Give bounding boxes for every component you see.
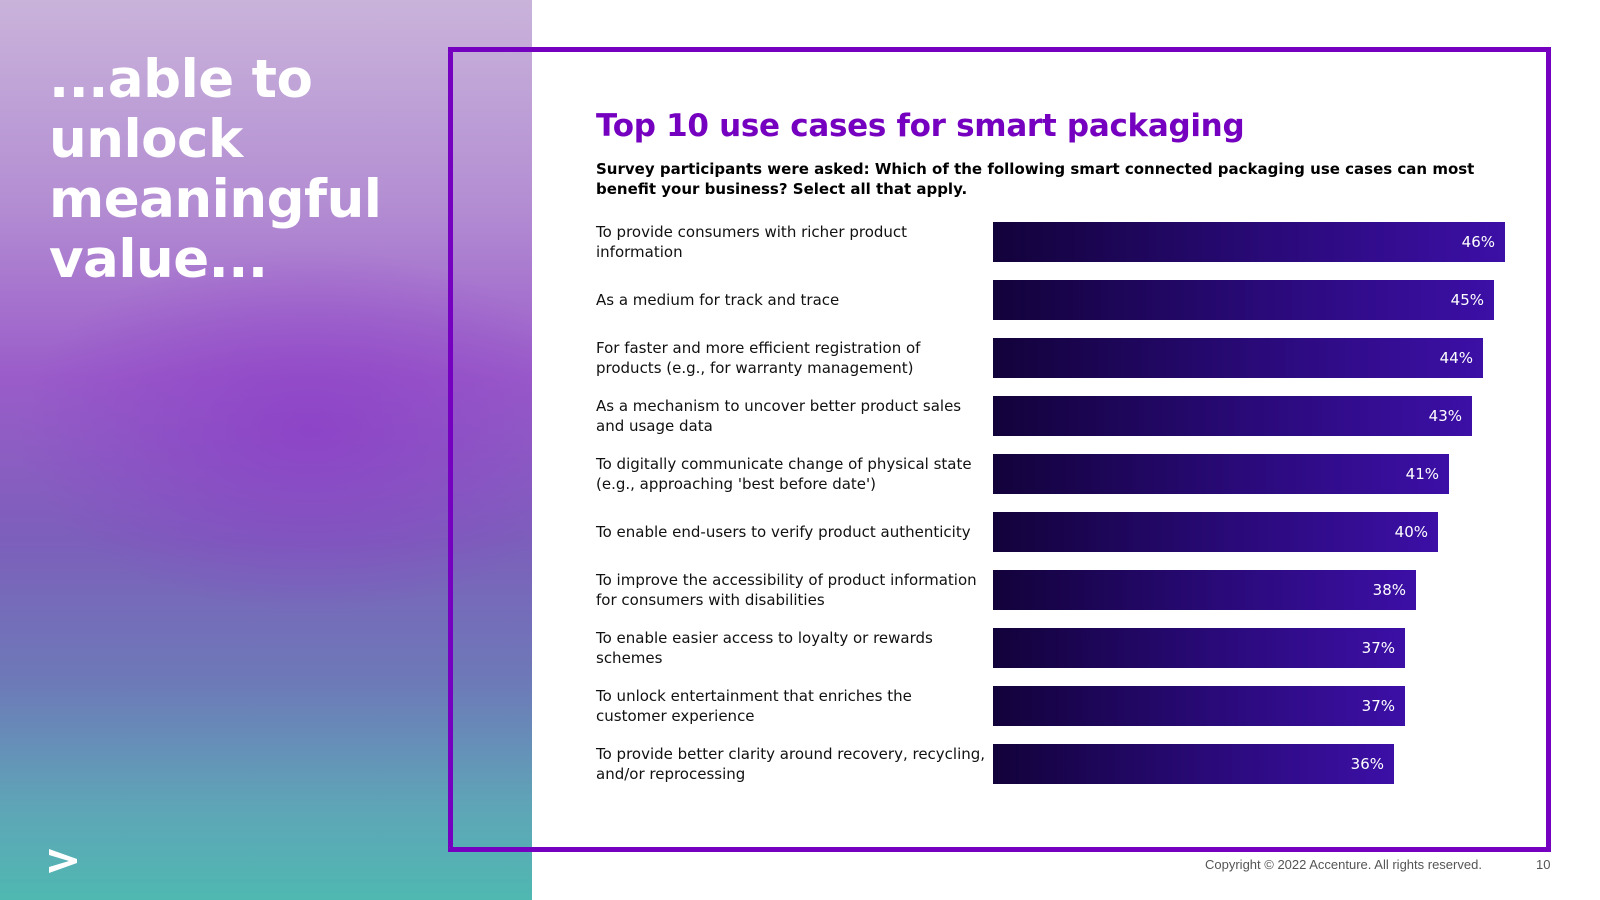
left-gradient-panel: ...able to unlock meaningful value...: [0, 0, 532, 900]
accenture-chevron-icon: [49, 849, 77, 873]
bar-value-label: 40%: [1394, 523, 1428, 541]
category-label: As a medium for track and trace: [596, 291, 840, 309]
bar-row: To enable end-users to verify product au…: [596, 512, 1516, 552]
category-label: To enable easier access to loyalty or re…: [596, 629, 933, 667]
bar: 41%: [993, 454, 1449, 494]
bar-value-label: 37%: [1361, 697, 1395, 715]
bar: 36%: [993, 744, 1394, 784]
headline: ...able to unlock meaningful value...: [49, 50, 469, 290]
headline-line-2: unlock: [49, 109, 243, 170]
footer-copyright: Copyright © 2022 Accenture. All rights r…: [1205, 857, 1482, 872]
bar-value-label: 43%: [1428, 407, 1462, 425]
category-label: To digitally communicate change of physi…: [596, 455, 972, 493]
chart-title: Top 10 use cases for smart packaging: [596, 108, 1245, 144]
bar-row: As a medium for track and trace 45%: [596, 280, 1516, 320]
category-label: For faster and more efficient registrati…: [596, 339, 921, 377]
bar-value-label: 37%: [1361, 639, 1395, 657]
bar-value-label: 41%: [1405, 465, 1439, 483]
headline-line-4: value...: [49, 229, 268, 290]
highlight-frame: [448, 47, 1551, 852]
page-number: 10: [1536, 857, 1551, 872]
category-label: To unlock entertainment that enriches th…: [596, 687, 912, 725]
headline-line-3: meaningful: [49, 169, 382, 230]
bar-chart: To provide consumers with richer product…: [596, 222, 1516, 787]
bar-value-label: 36%: [1350, 755, 1384, 773]
bar: 38%: [993, 570, 1416, 610]
bar-row: To enable easier access to loyalty or re…: [596, 628, 1516, 668]
headline-line-1: ...able to: [49, 49, 313, 110]
bar: 43%: [993, 396, 1472, 436]
bar-row: For faster and more efficient registrati…: [596, 338, 1516, 378]
bar-row: To unlock entertainment that enriches th…: [596, 686, 1516, 726]
bar: 37%: [993, 628, 1405, 668]
category-label: To provide better clarity around recover…: [596, 745, 986, 783]
bar: 40%: [993, 512, 1438, 552]
bar-value-label: 46%: [1461, 233, 1495, 251]
bar: 44%: [993, 338, 1483, 378]
bar-row: To provide better clarity around recover…: [596, 744, 1516, 784]
bar-row: To digitally communicate change of physi…: [596, 454, 1516, 494]
bar-row: To provide consumers with richer product…: [596, 222, 1516, 262]
bar-row: To improve the accessibility of product …: [596, 570, 1516, 610]
bar: 45%: [993, 280, 1494, 320]
chart-subtitle: Survey participants were asked: Which of…: [596, 160, 1475, 198]
category-label: As a mechanism to uncover better product…: [596, 397, 962, 435]
bar-value-label: 45%: [1450, 291, 1484, 309]
bar-value-label: 38%: [1372, 581, 1406, 599]
bar: 46%: [993, 222, 1505, 262]
bar-row: As a mechanism to uncover better product…: [596, 396, 1516, 436]
category-label: To provide consumers with richer product…: [596, 223, 908, 261]
category-label: To enable end-users to verify product au…: [596, 523, 971, 541]
bar-value-label: 44%: [1439, 349, 1473, 367]
bar: 37%: [993, 686, 1405, 726]
category-label: To improve the accessibility of product …: [596, 571, 977, 609]
